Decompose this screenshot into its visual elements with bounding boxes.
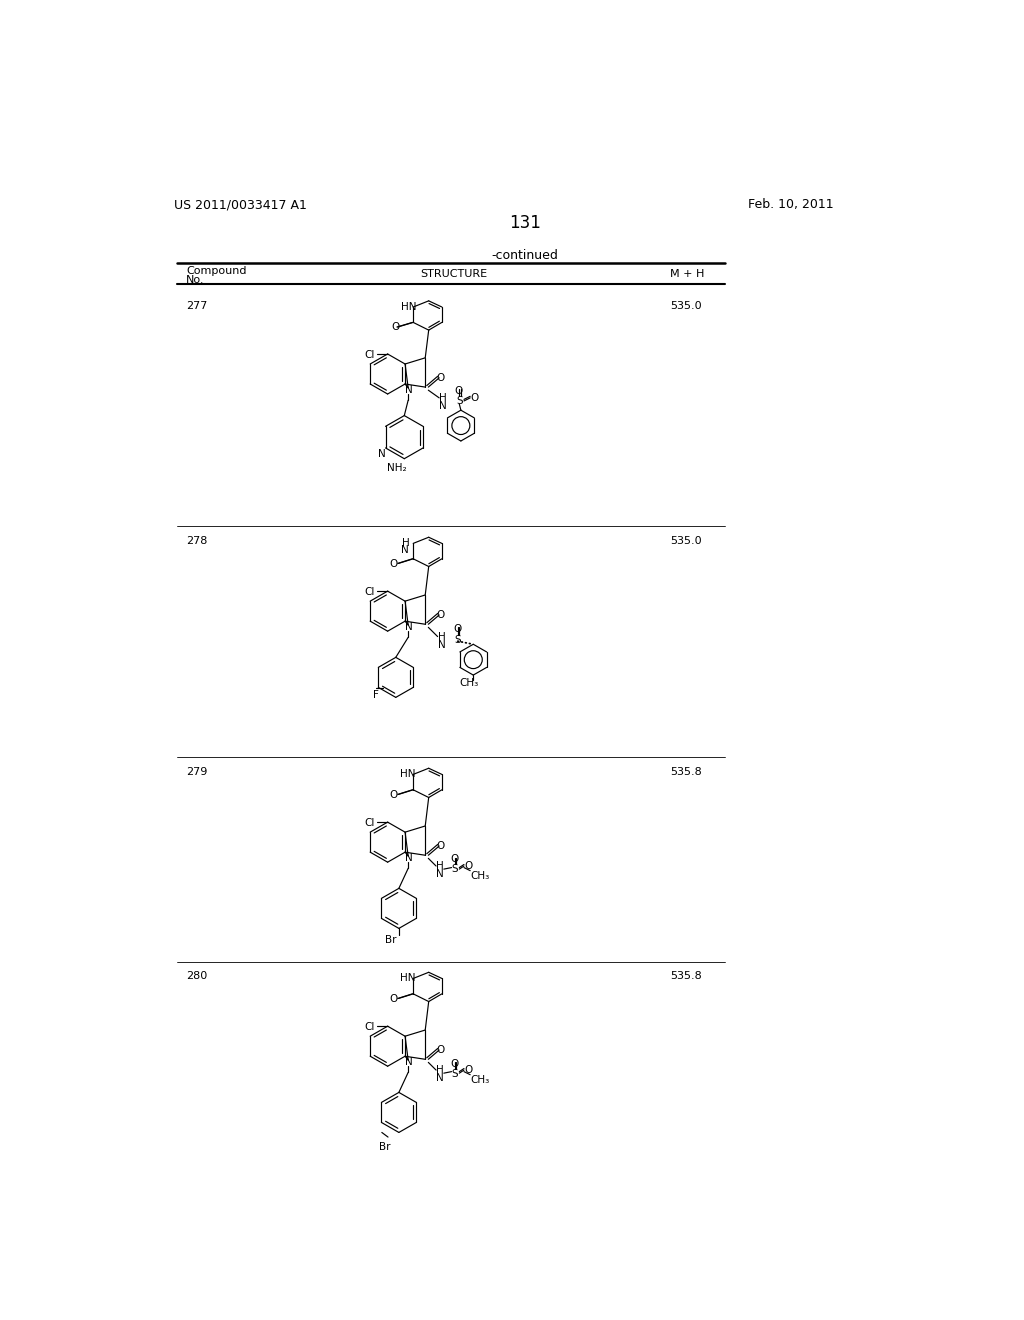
Text: O: O <box>436 841 444 851</box>
Text: Feb. 10, 2011: Feb. 10, 2011 <box>748 198 834 211</box>
Text: S: S <box>452 865 458 874</box>
Text: 535.0: 535.0 <box>671 301 702 310</box>
Text: 131: 131 <box>509 214 541 232</box>
Text: O: O <box>389 558 397 569</box>
Text: H: H <box>402 539 410 548</box>
Text: Compound: Compound <box>186 267 247 276</box>
Text: O: O <box>450 1059 459 1068</box>
Text: M + H: M + H <box>671 268 705 279</box>
Text: H: H <box>436 1065 443 1076</box>
Text: N: N <box>378 449 386 459</box>
Text: O: O <box>455 385 463 396</box>
Text: Br: Br <box>379 1142 390 1151</box>
Text: O: O <box>454 624 462 634</box>
Text: 278: 278 <box>186 536 208 545</box>
Text: O: O <box>470 393 478 403</box>
Text: O: O <box>436 1045 444 1056</box>
Text: -continued: -continued <box>492 249 558 263</box>
Text: N: N <box>439 401 446 411</box>
Text: Cl: Cl <box>365 818 375 828</box>
Text: 535.8: 535.8 <box>671 767 702 776</box>
Text: O: O <box>391 322 399 333</box>
Text: Br: Br <box>385 935 397 945</box>
Text: HN: HN <box>400 770 416 779</box>
Text: O: O <box>450 854 459 865</box>
Text: No.: No. <box>186 275 205 285</box>
Text: H: H <box>437 632 445 642</box>
Text: N: N <box>406 853 413 863</box>
Text: N: N <box>406 1057 413 1067</box>
Text: O: O <box>389 994 397 1003</box>
Text: 277: 277 <box>186 301 208 310</box>
Text: N: N <box>406 622 413 632</box>
Text: N: N <box>436 1073 443 1084</box>
Text: Cl: Cl <box>365 587 375 597</box>
Text: O: O <box>389 789 397 800</box>
Text: N: N <box>436 869 443 879</box>
Text: HN: HN <box>400 973 416 983</box>
Text: N: N <box>406 385 413 395</box>
Text: CH₃: CH₃ <box>470 871 489 880</box>
Text: N: N <box>437 640 445 649</box>
Text: H: H <box>439 393 446 403</box>
Text: NH₂: NH₂ <box>387 463 407 474</box>
Text: O: O <box>464 862 472 871</box>
Text: S: S <box>455 635 461 645</box>
Text: O: O <box>464 1065 472 1076</box>
Text: STRUCTURE: STRUCTURE <box>420 268 487 279</box>
Text: O: O <box>436 374 444 383</box>
Text: CH₃: CH₃ <box>470 1074 489 1085</box>
Text: HN: HN <box>400 302 417 313</box>
Text: S: S <box>452 1069 458 1078</box>
Text: 279: 279 <box>186 767 208 776</box>
Text: O: O <box>436 610 444 620</box>
Text: N: N <box>400 545 409 554</box>
Text: Cl: Cl <box>365 1022 375 1032</box>
Text: US 2011/0033417 A1: US 2011/0033417 A1 <box>174 198 307 211</box>
Text: 280: 280 <box>186 970 208 981</box>
Text: Cl: Cl <box>365 350 375 360</box>
Text: 535.8: 535.8 <box>671 970 702 981</box>
Text: CH₃: CH₃ <box>459 678 478 688</box>
Text: H: H <box>436 862 443 871</box>
Text: S: S <box>457 396 463 407</box>
Text: 535.0: 535.0 <box>671 536 702 545</box>
Text: F: F <box>373 689 379 700</box>
